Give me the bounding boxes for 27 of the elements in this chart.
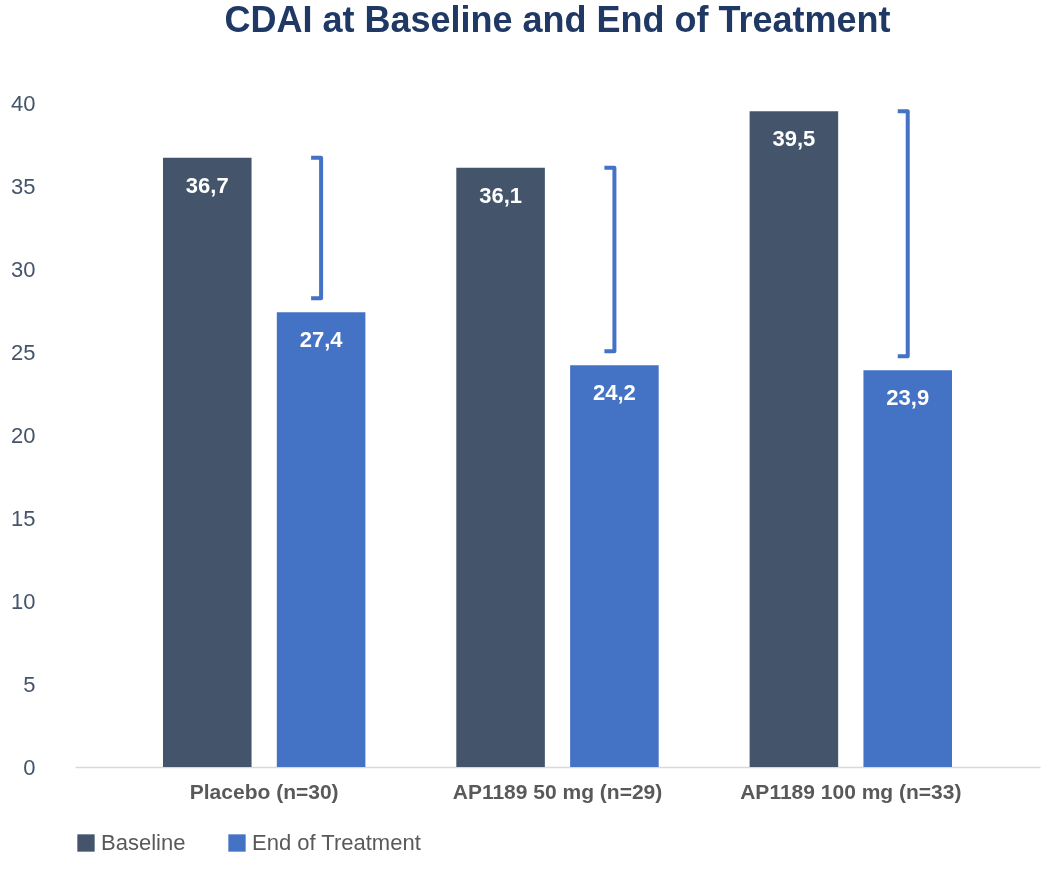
bar <box>456 167 545 767</box>
chart-title: CDAI at Baseline and End of Treatment <box>224 0 891 40</box>
y-tick-label: 20 <box>11 422 36 448</box>
bar <box>162 157 252 767</box>
data-label: 39,5 <box>772 126 816 152</box>
data-label: 24,2 <box>593 380 636 406</box>
legend-label: Baseline <box>101 830 186 855</box>
y-tick-label: 0 <box>23 754 36 780</box>
data-label: 27,4 <box>299 327 344 353</box>
bar <box>749 111 839 767</box>
x-tick-label: AP1189 50 mg (n=29) <box>452 779 663 803</box>
x-tick-label: Placebo (n=30) <box>189 779 339 803</box>
bar <box>863 370 953 767</box>
legend-label: End of Treatment <box>252 830 421 855</box>
bar <box>276 312 366 767</box>
y-tick-label: 25 <box>11 339 36 365</box>
bar <box>570 365 659 767</box>
y-tick-label: 5 <box>23 671 36 697</box>
y-tick-label: 15 <box>11 505 36 531</box>
y-tick-label: 30 <box>11 256 36 282</box>
x-tick-label: AP1189 100 mg (n=33) <box>740 779 962 803</box>
y-tick-label: 40 <box>11 90 36 116</box>
y-tick-label: 10 <box>11 588 36 614</box>
y-tick-label: 35 <box>11 173 36 199</box>
data-label: 36,7 <box>185 172 229 198</box>
data-label: 23,9 <box>886 385 930 411</box>
data-label: 36,1 <box>479 182 522 208</box>
